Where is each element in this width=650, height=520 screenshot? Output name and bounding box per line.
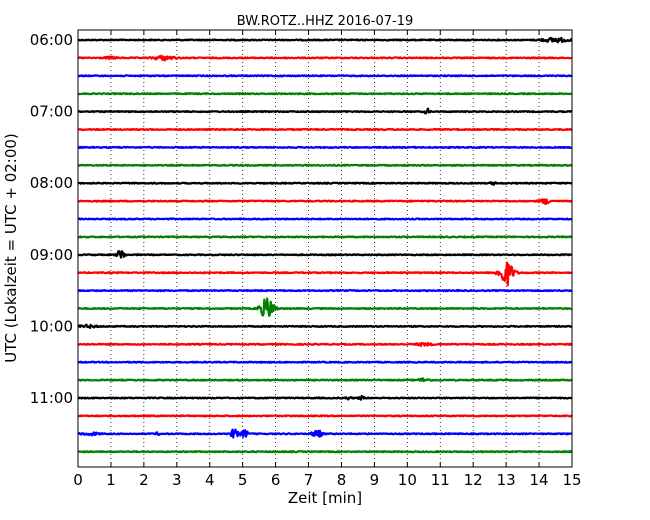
x-tick-label: 1 bbox=[106, 471, 116, 489]
seismic-trace bbox=[77, 198, 573, 205]
seismic-trace bbox=[77, 323, 573, 330]
y-axis-ticks: 06:00 07:00 08:00 09:00 10:00 11:00 bbox=[30, 31, 572, 407]
seismic-trace bbox=[77, 428, 573, 439]
y-tick-label: 11:00 bbox=[30, 389, 73, 407]
x-tick-label: 11 bbox=[431, 471, 450, 489]
x-tick-label: 2 bbox=[139, 471, 149, 489]
grid-lines bbox=[78, 30, 572, 467]
traces-group bbox=[77, 36, 573, 454]
x-tick-label: 6 bbox=[271, 471, 281, 489]
seismic-trace bbox=[77, 54, 573, 62]
seismic-trace bbox=[77, 235, 573, 239]
seismic-trace bbox=[77, 92, 573, 96]
seismic-trace bbox=[77, 181, 573, 186]
x-tick-label: 15 bbox=[562, 471, 581, 489]
y-axis-label: UTC (Lokalzeit = UTC + 02:00) bbox=[2, 133, 20, 363]
x-axis-ticks: 0 1 2 3 4 5 6 7 8 9 10 11 12 13 14 15 bbox=[73, 30, 582, 489]
y-tick-label: 08:00 bbox=[30, 174, 73, 192]
seismic-trace bbox=[77, 394, 573, 401]
x-tick-label: 13 bbox=[497, 471, 516, 489]
seismic-trace bbox=[77, 163, 573, 167]
seismic-trace bbox=[77, 414, 573, 418]
seismic-trace bbox=[77, 377, 573, 383]
x-tick-label: 8 bbox=[337, 471, 347, 489]
seismic-trace bbox=[77, 288, 573, 293]
x-tick-label: 0 bbox=[73, 471, 83, 489]
seismic-trace bbox=[77, 74, 573, 78]
seismic-trace bbox=[77, 360, 573, 364]
seismic-trace bbox=[77, 145, 573, 150]
x-tick-label: 4 bbox=[205, 471, 215, 489]
chart-title: BW.ROTZ..HHZ 2016-07-19 bbox=[237, 14, 413, 29]
seismic-trace bbox=[77, 107, 573, 115]
seismic-trace bbox=[77, 341, 573, 348]
plot-frame bbox=[77, 29, 573, 468]
y-tick-label: 09:00 bbox=[30, 246, 73, 264]
y-tick-label: 06:00 bbox=[30, 31, 73, 49]
x-tick-label: 14 bbox=[530, 471, 549, 489]
seismic-trace bbox=[77, 127, 573, 132]
x-axis-label: Zeit [min] bbox=[288, 489, 362, 507]
seismic-trace bbox=[77, 450, 573, 454]
x-tick-label: 9 bbox=[370, 471, 380, 489]
x-tick-label: 5 bbox=[238, 471, 248, 489]
seismic-trace bbox=[77, 249, 573, 259]
seismic-trace bbox=[77, 217, 573, 221]
seismic-trace bbox=[77, 297, 573, 317]
x-tick-label: 10 bbox=[398, 471, 417, 489]
seismic-trace bbox=[77, 36, 573, 44]
x-tick-label: 7 bbox=[304, 471, 314, 489]
x-tick-label: 12 bbox=[464, 471, 483, 489]
y-tick-label: 10:00 bbox=[30, 317, 73, 335]
y-tick-label: 07:00 bbox=[30, 103, 73, 121]
x-tick-label: 3 bbox=[172, 471, 182, 489]
seismic-trace bbox=[77, 261, 573, 287]
